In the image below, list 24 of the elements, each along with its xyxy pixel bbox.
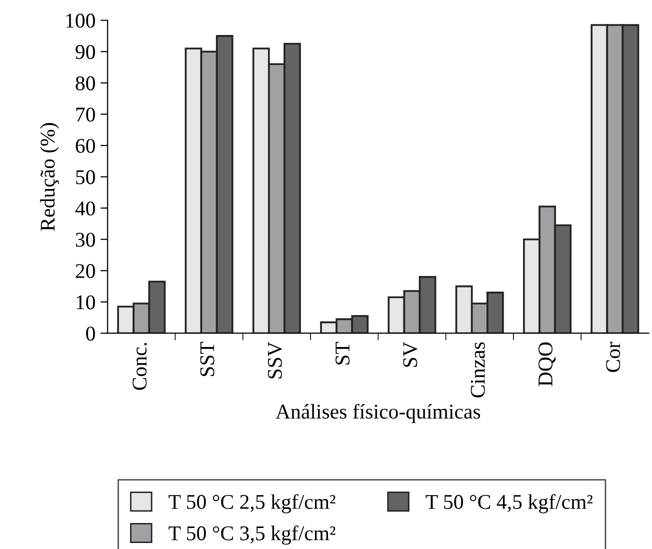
x-tick-label: Cinzas xyxy=(470,342,485,398)
x-tick-label: Conc. xyxy=(132,342,147,390)
legend-label: T 50 °C 3,5 kgf/cm² xyxy=(168,525,336,545)
legend-label: T 50 °C 4,5 kgf/cm² xyxy=(426,494,592,514)
x-tick-label: SST xyxy=(200,342,214,376)
y-tick-label: 100 xyxy=(66,14,95,28)
y-tick-label: 20 xyxy=(76,264,95,278)
x-tick-label: DQO xyxy=(538,342,556,386)
legend-label: T 50 °C 2,5 kgf/cm² xyxy=(168,494,336,514)
y-tick-label: 80 xyxy=(76,76,95,90)
y-tick-label: 40 xyxy=(75,201,95,216)
y-tick-label: 60 xyxy=(76,138,95,153)
x-tick-label: SV xyxy=(403,342,418,367)
y-tick-label: 0 xyxy=(86,326,95,341)
x-axis-title: Análises físico-químicas xyxy=(276,404,480,423)
y-tick-label: 90 xyxy=(76,44,95,60)
x-tick-label: SSV xyxy=(268,342,282,378)
y-axis-title: Redução (%) xyxy=(40,123,59,231)
y-tick-label: 70 xyxy=(76,108,95,122)
x-tick-label: Cor xyxy=(606,342,620,372)
x-tick-label: ST xyxy=(336,342,350,364)
y-tick-label: 10 xyxy=(76,295,95,310)
y-tick-label: 50 xyxy=(76,170,95,184)
y-tick-label: 30 xyxy=(76,232,95,247)
